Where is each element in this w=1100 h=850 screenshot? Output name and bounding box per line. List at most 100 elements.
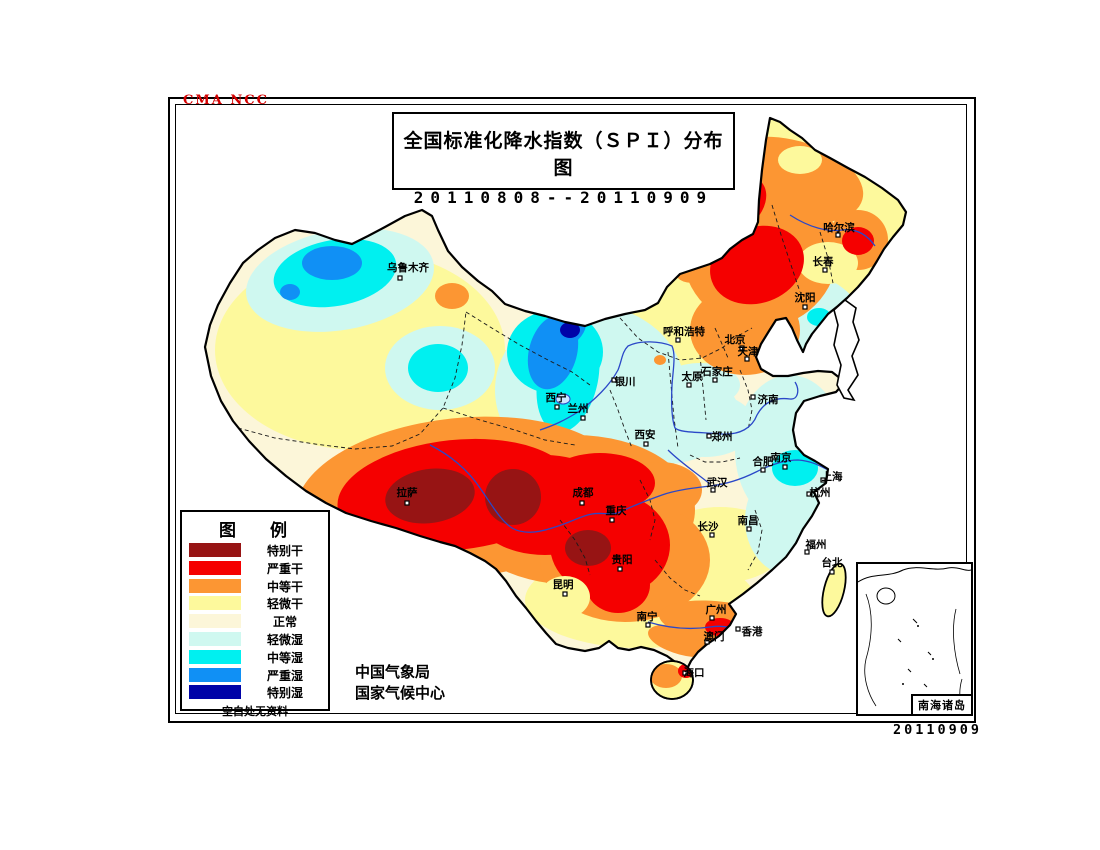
city-label-10: 昆明 <box>553 579 574 591</box>
legend-row-light-wet: 轻微湿 <box>182 630 328 648</box>
date-stamp: 20110909 <box>893 722 983 738</box>
legend-row-light-dry: 轻微干 <box>182 594 328 612</box>
agency-code-label: CMA NCC <box>183 93 269 108</box>
legend-swatch-severe-dry <box>189 560 241 575</box>
city-label-12: 天津 <box>738 345 759 358</box>
city-marker-17 <box>760 467 766 473</box>
legend-title: 图 例 <box>219 521 301 541</box>
city-label-1: 拉萨 <box>397 486 418 499</box>
map-frame-outer <box>168 97 976 723</box>
city-label-14: 太原 <box>681 370 703 383</box>
city-marker-25 <box>829 569 835 575</box>
city-label-6: 西安 <box>635 428 656 441</box>
city-marker-31 <box>835 232 841 238</box>
city-label-13: 石家庄 <box>700 365 733 378</box>
legend-no-data-note: 空白处无资料 <box>222 705 288 719</box>
legend-swatch-normal <box>189 614 241 629</box>
inset-label: 南海诸岛 <box>911 694 973 716</box>
province-borders <box>237 204 834 597</box>
city-marker-8 <box>609 517 615 523</box>
city-label-22: 长沙 <box>698 520 719 533</box>
city-marker-28 <box>704 639 710 645</box>
map-date-range: 20110808--20110909 <box>413 188 714 207</box>
city-marker-22 <box>709 532 715 538</box>
credits: 中国气象局 国家气候中心 <box>355 662 445 704</box>
city-label-23: 南昌 <box>738 514 759 527</box>
legend-swatch-light-dry <box>189 596 241 611</box>
credit-line-center: 国家气候中心 <box>355 684 446 702</box>
china-outline <box>203 116 908 673</box>
city-label-0: 乌鲁木齐 <box>387 261 429 274</box>
map-title: 全国标准化降水指数（ＳＰＩ）分布图 <box>403 130 724 179</box>
city-marker-7 <box>579 500 585 506</box>
credit-line-agency: 中国气象局 <box>355 663 431 681</box>
city-label-27: 香港 <box>741 625 763 638</box>
city-label-11: 北京 <box>725 333 746 346</box>
city-marker-4 <box>611 377 617 383</box>
city-marker-33 <box>802 304 808 310</box>
city-label-30: 海口 <box>684 666 705 679</box>
city-marker-30 <box>682 670 688 676</box>
legend-row-moderate-wet: 中等湿 <box>182 648 328 666</box>
legend-label-severe-dry: 严重干 <box>266 561 303 576</box>
city-label-2: 西宁 <box>546 391 567 404</box>
city-label-21: 武汉 <box>707 476 728 489</box>
legend-box: 图 例 特别干 严重干 中等干 轻微干 正常 轻微湿 中等湿 严重湿 特别湿 空… <box>180 510 330 718</box>
legend-row-normal: 正常 <box>182 612 328 630</box>
legend-label-extreme-wet: 特别湿 <box>266 686 303 701</box>
city-label-18: 南京 <box>771 451 792 464</box>
city-marker-12 <box>744 356 750 362</box>
city-label-9: 贵阳 <box>612 553 633 566</box>
city-label-25: 台北 <box>822 556 843 569</box>
south-china-sea-inset: 南海诸岛 <box>856 562 973 716</box>
rivers <box>429 214 876 633</box>
taiwan-island <box>821 562 847 618</box>
city-marker-1 <box>404 500 410 506</box>
legend-row-severe-dry: 严重干 <box>182 559 328 577</box>
city-label-17: 合肥 <box>752 455 774 468</box>
city-label-31: 哈尔滨 <box>823 221 855 234</box>
city-marker-20 <box>806 491 812 497</box>
city-label-16: 郑州 <box>712 430 733 443</box>
city-marker-27 <box>735 626 741 632</box>
legend-swatch-moderate-dry <box>189 578 241 593</box>
city-label-3: 兰州 <box>568 402 589 415</box>
legend-swatch-extreme-wet <box>189 685 241 700</box>
city-label-15: 济南 <box>758 393 779 406</box>
korea-outline <box>833 298 860 402</box>
inset-map <box>857 567 972 715</box>
legend-swatch-moderate-wet <box>189 649 241 664</box>
city-marker-10 <box>562 591 568 597</box>
city-label-4: 银川 <box>615 375 636 388</box>
legend-swatch-light-wet <box>189 631 241 646</box>
city-marker-11 <box>739 345 745 351</box>
city-label-29: 南宁 <box>637 610 658 623</box>
city-marker-18 <box>782 464 788 470</box>
city-label-8: 重庆 <box>606 504 627 517</box>
city-marker-14 <box>686 382 692 388</box>
legend-row-extreme-wet: 特别湿 <box>182 683 328 701</box>
city-marker-15 <box>750 394 756 400</box>
city-marker-19 <box>820 477 826 483</box>
legend-label-light-dry: 轻微干 <box>266 597 303 612</box>
legend-row-extreme-dry: 特别干 <box>182 541 328 559</box>
city-label-5: 呼和浩特 <box>663 325 705 338</box>
legend-label-light-wet: 轻微湿 <box>266 632 303 647</box>
city-label-28: 澳门 <box>704 630 725 643</box>
legend-label-moderate-dry: 中等干 <box>266 579 303 594</box>
legend-label-moderate-wet: 中等湿 <box>266 650 303 665</box>
legend-label-extreme-dry: 特别干 <box>266 544 303 558</box>
city-marker-29 <box>645 622 651 628</box>
map-frame-inner <box>175 104 967 714</box>
city-marker-24 <box>804 549 810 555</box>
city-label-19: 上海 <box>822 470 843 483</box>
city-marker-2 <box>554 404 560 410</box>
city-marker-26 <box>709 615 715 621</box>
city-marker-13 <box>712 377 718 383</box>
city-label-33: 沈阳 <box>795 291 816 304</box>
city-marker-21 <box>710 487 716 493</box>
legend-label-severe-wet: 严重湿 <box>266 668 303 683</box>
city-label-32: 长春 <box>813 255 834 268</box>
